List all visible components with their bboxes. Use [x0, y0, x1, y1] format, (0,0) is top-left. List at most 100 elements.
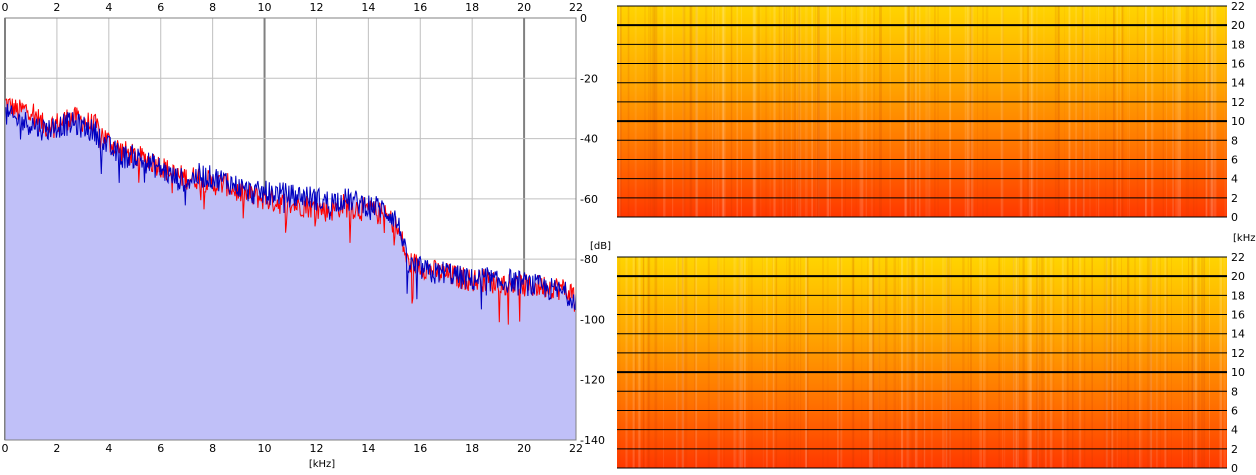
freq-tick-0: 0 [1231, 211, 1238, 224]
texture-stripe [1002, 6, 1004, 217]
freq-tick-22: 22 [1231, 251, 1245, 264]
spectrum-fill-area [5, 98, 576, 440]
texture-stripe [1149, 257, 1152, 468]
texture-stripe [1164, 257, 1167, 468]
texture-stripe [826, 257, 829, 468]
texture-stripe [967, 257, 969, 468]
texture-stripe [1224, 257, 1226, 468]
texture-stripe [795, 6, 797, 217]
texture-stripe [944, 257, 946, 468]
texture-stripe [760, 6, 762, 217]
texture-stripe [1072, 257, 1074, 468]
texture-stripe [798, 257, 799, 468]
texture-stripe [915, 257, 918, 468]
texture-stripe [1030, 6, 1034, 217]
freq-tick-18: 18 [1231, 38, 1245, 51]
x-tick-bottom-10: 10 [258, 442, 272, 455]
texture-stripe [625, 257, 628, 468]
texture-stripe [664, 6, 666, 217]
texture-stripe [681, 257, 684, 468]
texture-stripe [1066, 257, 1069, 468]
texture-stripe [620, 6, 622, 217]
texture-stripe [786, 257, 788, 468]
texture-stripe [1209, 6, 1212, 217]
texture-stripe [1020, 6, 1023, 217]
texture-stripe [1054, 6, 1057, 217]
texture-stripe [1166, 257, 1168, 468]
texture-stripe [1049, 257, 1053, 468]
texture-stripe [1209, 6, 1213, 217]
texture-stripe [707, 257, 710, 468]
texture-stripe [1106, 257, 1108, 468]
texture-stripe [905, 6, 907, 217]
texture-stripe [1201, 257, 1204, 468]
texture-stripe [948, 257, 950, 468]
texture-stripe [1172, 6, 1174, 217]
texture-stripe [1113, 6, 1115, 217]
texture-stripe [946, 257, 948, 468]
x-tick-top-6: 6 [157, 1, 164, 14]
texture-stripe [788, 257, 791, 468]
texture-stripe [1018, 6, 1020, 217]
texture-stripe [682, 6, 685, 217]
texture-stripe [754, 6, 757, 217]
texture-stripe [1012, 257, 1016, 468]
texture-stripe [791, 6, 792, 217]
y-tick--120: -120 [580, 374, 605, 387]
texture-stripe [985, 6, 989, 217]
texture-stripe [1028, 6, 1031, 217]
freq-tick-18: 18 [1231, 289, 1245, 302]
texture-stripe [1166, 6, 1168, 217]
texture-stripe [907, 257, 910, 468]
texture-stripe [822, 257, 824, 468]
texture-stripe [1053, 257, 1055, 468]
texture-stripe [695, 6, 699, 217]
texture-stripe [839, 257, 841, 468]
texture-stripe [638, 257, 641, 468]
freq-tick-14: 14 [1231, 328, 1245, 341]
texture-stripe [1017, 257, 1019, 468]
texture-stripe [873, 6, 875, 217]
texture-stripe [1037, 257, 1039, 468]
texture-stripe [634, 6, 637, 217]
texture-stripe [1127, 257, 1130, 468]
texture-stripe [851, 257, 855, 468]
texture-stripe [1029, 257, 1031, 468]
texture-stripe [1179, 6, 1181, 217]
texture-stripe [705, 6, 708, 217]
texture-stripe [1195, 257, 1197, 468]
texture-stripe [1116, 6, 1118, 217]
texture-stripe [1146, 257, 1149, 468]
texture-stripe [1151, 257, 1153, 468]
x-tick-bottom-0: 0 [2, 442, 9, 455]
texture-stripe [811, 6, 813, 217]
texture-stripe [654, 6, 658, 217]
texture-stripe [1192, 6, 1195, 217]
y-tick--140: -140 [580, 434, 605, 447]
texture-stripe [1195, 6, 1198, 217]
x-tick-top-8: 8 [209, 1, 216, 14]
texture-stripe [911, 257, 914, 468]
texture-stripe [750, 257, 753, 468]
texture-stripe [654, 257, 658, 468]
spectrogram-top-image [617, 6, 1227, 217]
freq-tick-10: 10 [1231, 115, 1245, 128]
texture-stripe [879, 6, 882, 217]
texture-stripe [1095, 6, 1097, 217]
texture-stripe [752, 6, 754, 217]
texture-stripe [1029, 257, 1032, 468]
freq-tick-20: 20 [1231, 19, 1245, 32]
texture-stripe [721, 257, 723, 468]
texture-stripe [773, 6, 776, 217]
texture-stripe [1197, 257, 1200, 468]
texture-stripe [1081, 6, 1084, 217]
y-tick-labels: 0 -20 -40 -60 -80 -100 -120 -140 [580, 12, 605, 447]
texture-stripe [1111, 257, 1114, 468]
texture-stripe [964, 6, 967, 217]
spectrogram-bottom-y-tick-labels: 0 2 4 6 8 10 12 14 16 18 20 22 [1231, 251, 1245, 475]
texture-stripe [905, 6, 906, 217]
texture-stripe [1121, 6, 1125, 217]
texture-stripe [983, 257, 986, 468]
freq-tick-20: 20 [1231, 270, 1245, 283]
